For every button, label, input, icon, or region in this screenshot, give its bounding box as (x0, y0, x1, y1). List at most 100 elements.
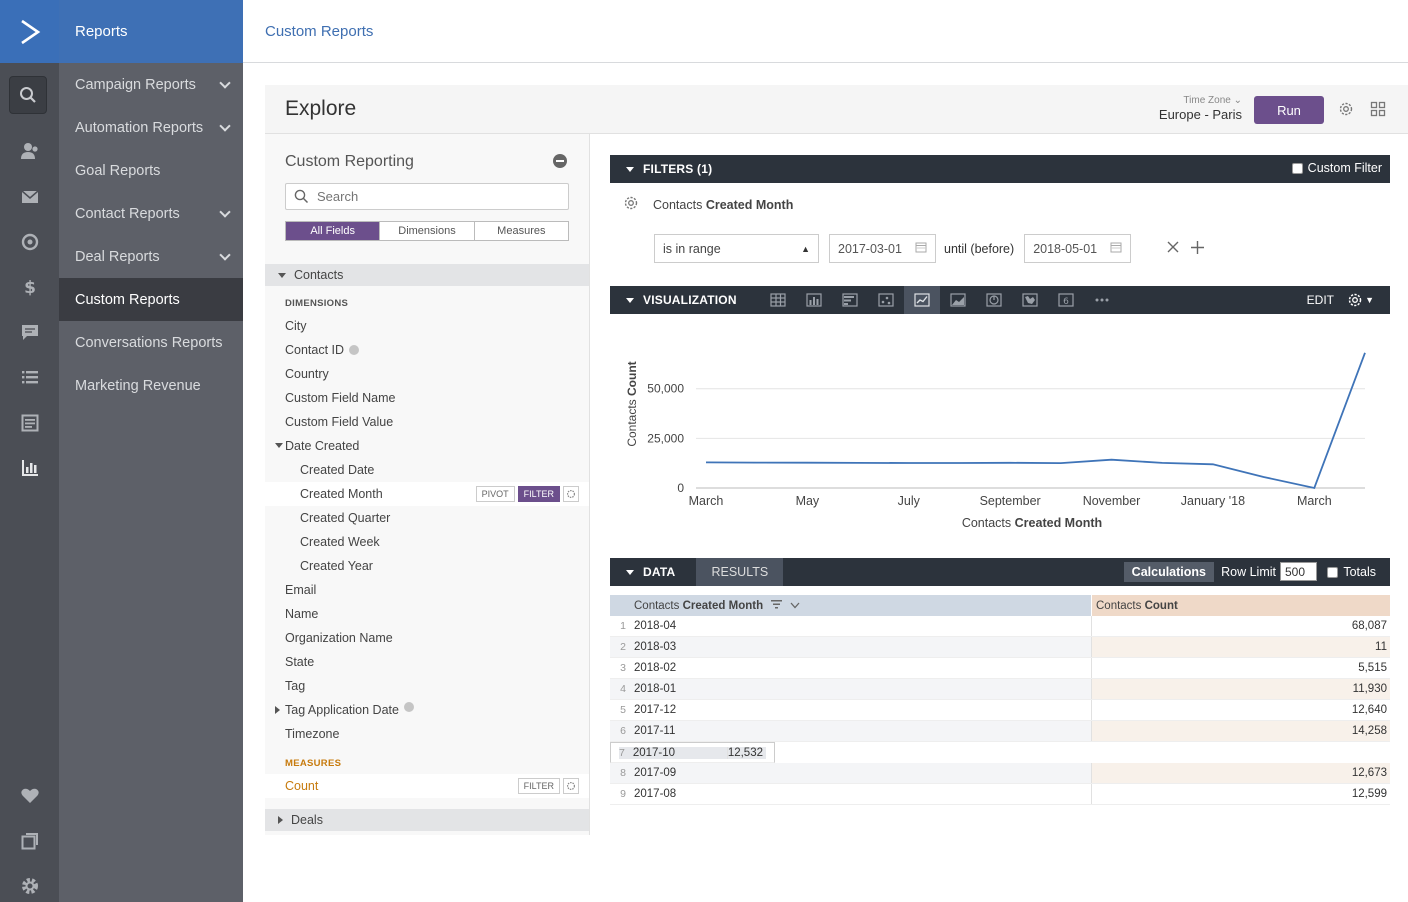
edit-visualization-button[interactable]: EDIT (1306, 293, 1334, 307)
field-custom-field-name[interactable]: Custom Field Name (285, 386, 589, 410)
gear-icon[interactable]: ▼ (1347, 292, 1374, 308)
area-icon[interactable] (940, 286, 976, 314)
field-created-month[interactable]: Created Month PIVOT FILTER (265, 482, 589, 506)
sort-icon[interactable] (771, 599, 783, 612)
info-icon[interactable] (349, 345, 360, 355)
gear-icon[interactable] (563, 778, 579, 794)
table-row[interactable]: 5 2017-12 12,640 (610, 700, 1390, 721)
field-state[interactable]: State (285, 650, 589, 674)
collapse-icon[interactable] (553, 154, 567, 168)
column-header-count[interactable]: Contacts Count (1092, 595, 1390, 616)
calendar-icon[interactable] (1110, 241, 1122, 256)
favorites-icon[interactable] (0, 776, 59, 816)
reports-icon[interactable] (0, 448, 59, 488)
table-row[interactable]: 8 2017-09 12,673 (610, 763, 1390, 784)
field-created-quarter[interactable]: Created Quarter (300, 506, 589, 530)
data-bar[interactable]: DATA RESULTS Calculations Row Limit Tota… (610, 558, 1390, 586)
filter-operator-select[interactable]: is in range ▲ (654, 234, 819, 263)
conversations-icon[interactable] (0, 312, 59, 352)
table-row[interactable]: 7 2017-10 12,532 (610, 742, 775, 763)
field-country[interactable]: Country (285, 362, 589, 386)
filter-button[interactable]: FILTER (517, 486, 560, 502)
tab-measures[interactable]: Measures (473, 222, 568, 240)
calendar-icon[interactable] (915, 241, 927, 256)
contacts-icon[interactable] (0, 131, 59, 171)
tab-dimensions[interactable]: Dimensions (379, 222, 474, 240)
lists-icon[interactable] (0, 358, 59, 398)
group-contacts[interactable]: Contacts (265, 264, 589, 286)
field-tag-application-date[interactable]: Tag Application Date (275, 698, 589, 722)
field-count[interactable]: Count FILTER (265, 774, 589, 798)
field-organization-name[interactable]: Organization Name (285, 626, 589, 650)
field-timezone[interactable]: Timezone (285, 722, 589, 746)
add-filter-icon[interactable] (1191, 240, 1205, 257)
totals-checkbox[interactable] (1327, 566, 1339, 578)
custom-filter-checkbox[interactable] (1291, 162, 1303, 174)
gear-icon[interactable] (1338, 101, 1354, 120)
table-row[interactable]: 4 2018-01 11,930 (610, 679, 1390, 700)
table-row[interactable]: 6 2017-11 14,258 (610, 721, 1390, 742)
field-name[interactable]: Name (285, 602, 589, 626)
field-city[interactable]: City (285, 314, 589, 338)
search-input[interactable] (317, 189, 557, 204)
map-icon[interactable] (1012, 286, 1048, 314)
nav-item-automation-reports[interactable]: Automation Reports (59, 106, 243, 149)
remove-filter-icon[interactable] (1167, 241, 1179, 256)
column-header-created-month[interactable]: Contacts Created Month (630, 595, 1092, 616)
field-tag[interactable]: Tag (285, 674, 589, 698)
gear-icon[interactable] (623, 195, 639, 214)
custom-filter-toggle[interactable]: Custom Filter (1291, 161, 1382, 175)
activecampaign-chevron-icon[interactable] (0, 0, 59, 63)
nav-item-campaign-reports[interactable]: Campaign Reports (59, 63, 243, 106)
pie-icon[interactable] (976, 286, 1012, 314)
nav-item-marketing-revenue[interactable]: Marketing Revenue (59, 364, 243, 407)
timezone-selector[interactable]: Time Zone ⌄ Europe - Paris (1159, 95, 1242, 122)
bar-icon[interactable] (832, 286, 868, 314)
tab-all-fields[interactable]: All Fields (286, 222, 380, 240)
row-limit-input[interactable] (1280, 562, 1317, 581)
filter-button[interactable]: FILTER (517, 778, 560, 794)
gear-icon[interactable] (563, 486, 579, 502)
start-date-input[interactable]: 2017-03-01 (829, 234, 936, 263)
table-row[interactable]: 9 2017-08 12,599 (610, 784, 1390, 805)
run-button[interactable]: Run (1254, 96, 1324, 124)
chevron-down-icon[interactable] (790, 600, 800, 612)
field-custom-field-value[interactable]: Custom Field Value (285, 410, 589, 434)
table-row[interactable]: 3 2018-02 5,515 (610, 658, 1390, 679)
pivot-button[interactable]: PIVOT (475, 486, 515, 502)
nav-item-contact-reports[interactable]: Contact Reports (59, 192, 243, 235)
nav-item-custom-reports[interactable]: Custom Reports (59, 278, 243, 321)
campaigns-icon[interactable] (0, 177, 59, 217)
end-date-input[interactable]: 2018-05-01 (1024, 234, 1132, 263)
table-row[interactable]: 2 2018-03 11 (610, 637, 1390, 658)
visualization-bar[interactable]: VISUALIZATION 6 EDIT ▼ (610, 286, 1390, 314)
nav-item-goal-reports[interactable]: Goal Reports (59, 149, 243, 192)
field-created-date[interactable]: Created Date (300, 458, 589, 482)
column-icon[interactable] (796, 286, 832, 314)
field-search[interactable] (285, 183, 569, 210)
field-contact-id[interactable]: Contact ID (285, 338, 589, 362)
results-tab[interactable]: RESULTS (696, 558, 784, 586)
field-created-week[interactable]: Created Week (300, 530, 589, 554)
nav-item-conversations-reports[interactable]: Conversations Reports (59, 321, 243, 364)
table-icon[interactable] (760, 286, 796, 314)
group-deals[interactable]: Deals (265, 809, 589, 831)
more-icon[interactable] (1084, 286, 1120, 314)
pages-icon[interactable] (0, 821, 59, 861)
table-row[interactable]: 1 2018-04 68,087 (610, 616, 1390, 637)
field-created-year[interactable]: Created Year (300, 554, 589, 578)
field-date-created[interactable]: Date Created (275, 434, 589, 458)
nav-item-deal-reports[interactable]: Deal Reports (59, 235, 243, 278)
filters-bar[interactable]: FILTERS (1) Custom Filter (610, 155, 1390, 183)
deals-icon[interactable]: $ (0, 267, 59, 307)
forms-icon[interactable] (0, 403, 59, 443)
grid-layout-icon[interactable] (1370, 101, 1386, 120)
single-value-icon[interactable]: 6 (1048, 286, 1084, 314)
scatter-icon[interactable] (868, 286, 904, 314)
info-icon[interactable] (403, 702, 414, 712)
settings-icon[interactable] (0, 866, 59, 902)
totals-toggle[interactable]: Totals (1327, 565, 1376, 579)
field-email[interactable]: Email (285, 578, 589, 602)
automations-icon[interactable] (0, 222, 59, 262)
line-icon[interactable] (904, 286, 940, 314)
